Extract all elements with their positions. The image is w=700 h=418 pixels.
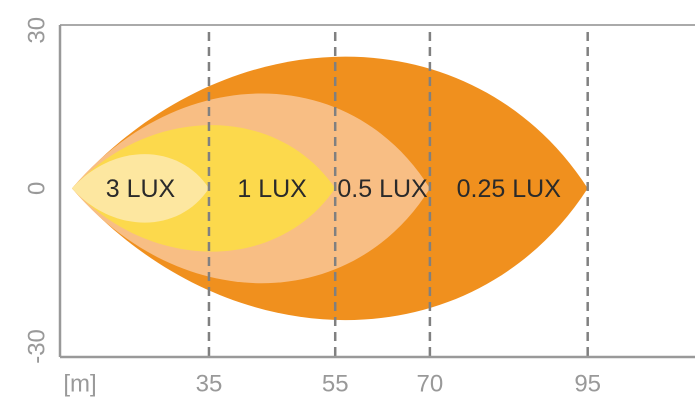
zone-label: 1 LUX <box>237 175 307 203</box>
labels: 3 LUX 1 LUX 0.5 LUX 0.25 LUX <box>106 175 561 203</box>
beam-zone <box>72 154 209 223</box>
grid <box>207 32 589 357</box>
x-tick-label: 95 <box>574 370 601 397</box>
zone-label: 3 LUX <box>106 175 176 203</box>
zone-label: 0.25 LUX <box>457 175 562 203</box>
zones <box>72 56 588 321</box>
y-tick-label: 30 <box>23 17 50 44</box>
x-axis-label: [m] <box>63 370 96 397</box>
x-tick-label: 35 <box>196 370 223 397</box>
y-tick-label: -30 <box>23 329 50 364</box>
x-tick-label: 70 <box>417 370 444 397</box>
y-tick-label: 0 <box>23 182 50 195</box>
x-tick-label: 55 <box>322 370 349 397</box>
zone-label: 0.5 LUX <box>337 175 428 203</box>
